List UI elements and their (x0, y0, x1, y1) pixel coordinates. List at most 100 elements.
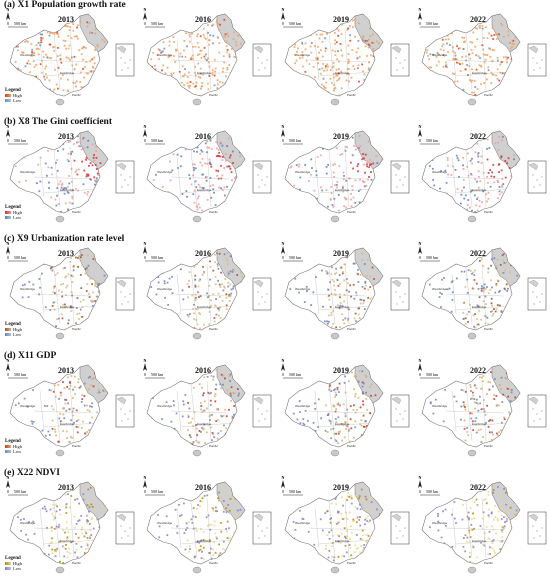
inset-island (266, 176, 268, 178)
value-cell (372, 432, 375, 435)
value-cell (30, 54, 32, 57)
value-cell (19, 75, 21, 78)
value-cell (91, 65, 94, 68)
value-cell (230, 394, 232, 397)
value-cell (199, 35, 202, 38)
value-cell (230, 443, 233, 446)
value-cell (451, 545, 454, 548)
value-cell (56, 87, 59, 90)
value-cell (474, 407, 476, 410)
value-cell (517, 550, 520, 553)
value-cell (67, 141, 70, 144)
inset-map (115, 511, 135, 545)
value-cell (150, 387, 152, 389)
value-cell (435, 31, 437, 34)
value-cell (232, 515, 235, 518)
value-cell (464, 194, 467, 197)
value-cell (196, 197, 199, 200)
value-cell (48, 20, 51, 23)
value-cell (37, 94, 40, 96)
value-cell (179, 52, 182, 55)
value-cell (62, 267, 65, 270)
boundary-line (314, 156, 320, 198)
value-cell (515, 509, 518, 512)
value-cell (89, 528, 92, 531)
value-cell (456, 188, 459, 190)
value-cell (357, 313, 360, 316)
value-cell (344, 544, 347, 547)
value-cell (378, 42, 380, 45)
north-arrow-icon (418, 129, 422, 137)
value-cell (329, 23, 331, 26)
value-cell (513, 87, 515, 90)
north-arrow-icon (143, 246, 147, 254)
value-cell (154, 35, 157, 38)
value-cell (501, 135, 504, 138)
north-label: N (7, 7, 10, 12)
value-cell (216, 407, 219, 410)
value-cell (346, 408, 349, 411)
value-cell (44, 67, 47, 70)
value-cell (36, 93, 39, 96)
value-cell (82, 58, 84, 61)
value-cell (315, 33, 318, 36)
value-cell (94, 322, 96, 325)
value-cell (308, 79, 310, 81)
value-cell (474, 151, 477, 154)
value-cell (357, 163, 360, 165)
inset-island (532, 174, 534, 176)
scale-label: 500 km (289, 138, 302, 143)
value-cell (425, 442, 427, 444)
value-cell (230, 314, 233, 317)
value-cell (329, 495, 332, 498)
value-cell (88, 429, 90, 432)
value-cell (429, 386, 432, 389)
inset-island (402, 418, 404, 420)
value-cell (513, 310, 516, 312)
value-cell (371, 192, 374, 195)
value-cell (469, 145, 472, 148)
value-cell (441, 293, 443, 295)
value-cell (321, 33, 324, 36)
value-cell (333, 28, 336, 31)
inset-island (264, 418, 266, 420)
value-cell (451, 72, 454, 75)
value-cell (216, 87, 219, 89)
value-cell (86, 409, 89, 412)
value-cell (216, 510, 218, 513)
value-cell (486, 37, 489, 40)
value-cell (339, 296, 341, 299)
value-cell (241, 189, 244, 192)
value-cell (362, 443, 365, 446)
boundary-line (43, 188, 97, 194)
value-cell (63, 25, 66, 28)
value-cell (376, 508, 378, 511)
value-cell (80, 53, 83, 56)
value-cell (488, 546, 491, 549)
value-cell (476, 402, 479, 405)
scale-label: 500 km (289, 255, 302, 260)
value-cell (378, 370, 381, 372)
value-cell (354, 312, 357, 315)
value-cell (216, 174, 219, 177)
value-cell (454, 89, 457, 92)
value-cell (333, 284, 335, 287)
value-cell (466, 64, 468, 66)
value-cell (96, 541, 99, 544)
value-cell (375, 23, 378, 26)
inset-island (396, 537, 398, 539)
value-cell (430, 498, 433, 501)
value-cell (376, 22, 379, 24)
scale-label: 500 km (151, 372, 164, 377)
value-cell (468, 526, 470, 529)
value-cell (438, 76, 441, 79)
value-cell (482, 300, 485, 303)
value-cell (67, 152, 70, 155)
value-cell (289, 36, 292, 38)
value-cell (61, 182, 64, 185)
value-cell (75, 523, 78, 525)
value-cell (228, 537, 231, 540)
value-cell (342, 504, 344, 507)
value-cell (440, 536, 443, 539)
value-cell (202, 73, 204, 76)
